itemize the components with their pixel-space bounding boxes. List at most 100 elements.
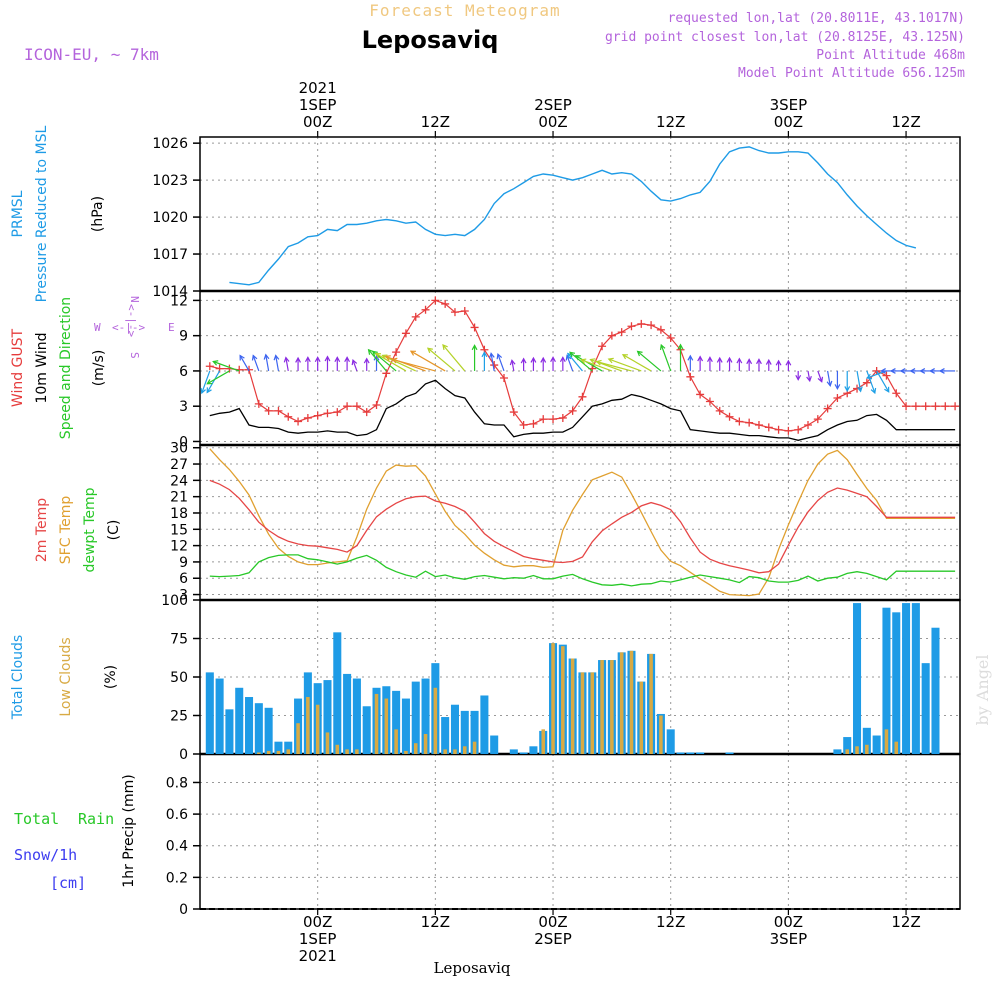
gust-marker <box>823 404 832 413</box>
wind-arrow <box>559 356 566 371</box>
wind-arrow-head <box>707 356 713 363</box>
low-cloud-bar <box>629 650 634 754</box>
total-cloud-bar <box>882 607 891 754</box>
wind-arrow-head <box>304 356 311 363</box>
gust-marker <box>882 371 891 380</box>
compass-west: W <box>94 321 101 334</box>
low-cloud-bar <box>580 672 585 754</box>
wind-arrow-shaft <box>876 370 890 393</box>
wind-arrow <box>636 350 662 372</box>
wind-arrow <box>442 344 466 372</box>
precip-legend-unit: [cm] <box>50 874 86 892</box>
gust-marker <box>705 397 714 406</box>
wind-arrow-head <box>880 368 886 374</box>
pressure-axis-label: Pressure Reduced to MSL <box>34 125 50 302</box>
wind-arrow-shaft <box>866 370 876 394</box>
wind-ytick-label: 12 <box>170 293 188 309</box>
gust-marker <box>264 406 273 415</box>
low-cloud-bar <box>296 723 300 754</box>
wind-arrow-shaft <box>206 370 221 393</box>
total-cloud-bar <box>480 695 489 754</box>
precip-ytick-label: 0 <box>179 902 188 918</box>
time-label: 00Z <box>538 913 567 931</box>
time-label: 12Z <box>656 913 685 931</box>
wind-arrow-head <box>659 343 666 351</box>
gust-marker <box>892 389 901 398</box>
wind-arrow-shaft <box>382 354 416 372</box>
precip-ytick-label: 0.6 <box>166 807 188 823</box>
gust-marker <box>254 399 263 408</box>
wind-arrow-shaft <box>569 351 593 372</box>
clouds-ytick-label: 0 <box>179 747 188 763</box>
wind-arrow <box>775 359 782 371</box>
low-cloud-bar <box>315 704 320 754</box>
wind-arrow <box>206 370 221 394</box>
total-cloud-bar <box>235 687 244 754</box>
wind-arrow-shaft <box>275 355 280 372</box>
total-cloud-bar <box>362 706 371 754</box>
wind-arrow <box>659 343 672 372</box>
time-label: 12Z <box>656 113 685 131</box>
low-cloud-bar <box>413 743 418 754</box>
wind-arrow-head <box>374 353 381 359</box>
total-cloud-bar <box>666 729 675 754</box>
point-altitude: Point Altitude 468m <box>816 48 965 63</box>
gust-marker <box>921 402 930 411</box>
temp-axis-label: 2m Temp <box>34 498 50 562</box>
low-cloud-bar <box>649 653 653 754</box>
low-cloud-bar <box>600 660 604 754</box>
time-label: 00Z <box>538 113 567 131</box>
wind-arrow <box>765 358 772 371</box>
total-cloud-bar <box>862 727 871 754</box>
precip-axis-label: 1hr Precip (mm) <box>121 774 137 887</box>
low-cloud-bar <box>865 744 869 754</box>
wind-arrow-head <box>929 368 935 374</box>
wind-arrow-head <box>206 379 213 385</box>
time-label: 1SEP <box>299 930 337 948</box>
wind-arrow <box>471 344 478 371</box>
wind-arrow-head <box>899 368 906 374</box>
wind-arrow <box>806 370 812 383</box>
gust-marker <box>578 392 587 401</box>
wind-ytick-label: 0 <box>179 434 188 450</box>
wind-arrow <box>826 370 833 387</box>
low-cloud-bar <box>325 732 330 754</box>
wind-arrow <box>795 370 802 381</box>
wind-arrow <box>876 370 890 393</box>
gust-marker <box>686 372 695 381</box>
gust-marker <box>696 390 705 399</box>
wind-arrow <box>496 353 505 372</box>
footer-station: Leposaviq <box>434 959 511 977</box>
pressure-axis-label: PRMSL <box>10 190 26 237</box>
wind-arrow-shaft <box>622 354 652 372</box>
pressure-line <box>229 146 917 286</box>
gust-marker <box>902 402 911 411</box>
time-label: 2SEP <box>534 930 572 948</box>
wind-arrow <box>212 360 240 372</box>
gust-marker <box>450 308 459 317</box>
gust-marker <box>313 411 322 420</box>
wind-arrow-head <box>426 347 433 354</box>
total-cloud-bar <box>284 741 293 754</box>
wind-speed-line <box>209 379 956 441</box>
wind-arrow-head <box>607 357 614 364</box>
precip-legend-total: Total <box>14 810 59 828</box>
low-cloud-bar <box>394 729 398 754</box>
t2m-temp-line <box>209 479 956 574</box>
wind-arrow-head <box>889 368 896 374</box>
gust-marker <box>392 348 401 357</box>
wind-arrow-shaft <box>590 359 622 372</box>
wind-arrow <box>200 370 211 395</box>
dewpoint-line <box>209 554 956 587</box>
wind-arrow <box>344 356 351 371</box>
wind-arrow-shaft <box>375 353 407 372</box>
temp-ytick-label: 21 <box>170 490 188 506</box>
gust-marker <box>294 417 303 426</box>
time-label: 3SEP <box>770 96 808 114</box>
low-cloud-bar <box>257 752 261 754</box>
gust-marker <box>333 408 342 417</box>
temp-axis-label: SFC Temp <box>58 496 74 565</box>
gust-marker <box>529 419 538 428</box>
